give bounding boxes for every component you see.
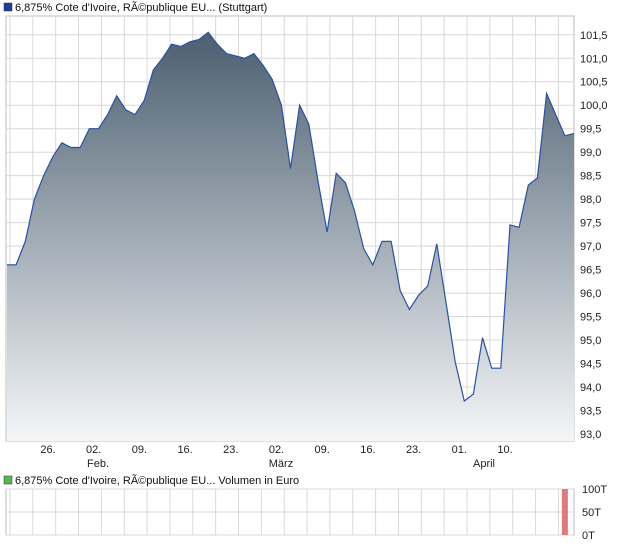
volume-plot: 100T 50T 0T <box>5 484 607 542</box>
price-line <box>7 31 575 403</box>
price-y-tick: 96,5 <box>580 265 601 277</box>
price-y-tick: 95,5 <box>580 312 601 324</box>
volume-legend-label: 6,875% Cote d'Ivoire, RÃ©publique EU... … <box>15 474 299 487</box>
price-y-tick: 97,0 <box>580 241 601 253</box>
price-month-label: Feb. <box>87 458 109 470</box>
price-x-tick: 23. <box>406 444 421 456</box>
price-y-tick: 93,0 <box>580 429 601 441</box>
price-x-tick: 09. <box>315 444 330 456</box>
price-x-tick: 10. <box>497 444 512 456</box>
volume-y-tick: 100T <box>582 484 607 496</box>
price-y-tick: 93,5 <box>580 405 601 417</box>
price-x-tick: 16. <box>360 444 375 456</box>
price-x-tick: 23. <box>223 444 238 456</box>
volume-y-tick: 0T <box>582 530 595 542</box>
price-y-tick: 100,0 <box>580 100 608 112</box>
main-legend-label: 6,875% Cote d'Ivoire, RÃ©publique EU... … <box>15 1 267 14</box>
price-y-tick: 101,5 <box>580 30 608 42</box>
price-y-tick: 99,0 <box>580 147 601 159</box>
main-legend-swatch <box>3 2 13 12</box>
price-x-tick: 02. <box>86 444 101 456</box>
price-y-tick: 98,5 <box>580 171 601 183</box>
price-x-tick: 09. <box>132 444 147 456</box>
price-area <box>7 32 574 442</box>
price-month-label: April <box>473 458 495 470</box>
volume-legend-swatch <box>3 475 13 485</box>
price-y-tick: 99,5 <box>580 124 601 136</box>
price-x-tick: 01. <box>452 444 467 456</box>
price-x-tick: 16. <box>177 444 192 456</box>
volume-y-tick: 50T <box>582 507 601 519</box>
price-y-tick: 101,0 <box>580 53 608 65</box>
price-y-tick: 97,5 <box>580 218 601 230</box>
price-y-tick: 96,0 <box>580 288 601 300</box>
price-month-label: März <box>269 458 293 470</box>
price-x-tick: 26. <box>40 444 55 456</box>
price-y-tick: 94,5 <box>580 359 601 371</box>
price-x-tick: 02. <box>269 444 284 456</box>
price-y-tick: 100,5 <box>580 77 608 89</box>
price-plot: 101,5 101,0 100,5 100,0 99,5 99,0 98,5 98,0 97,5… <box>5 15 608 470</box>
price-y-tick: 98,0 <box>580 194 601 206</box>
price-y-tick: 95,0 <box>580 335 601 347</box>
price-y-tick: 94,0 <box>580 382 601 394</box>
volume-bar <box>561 489 568 535</box>
